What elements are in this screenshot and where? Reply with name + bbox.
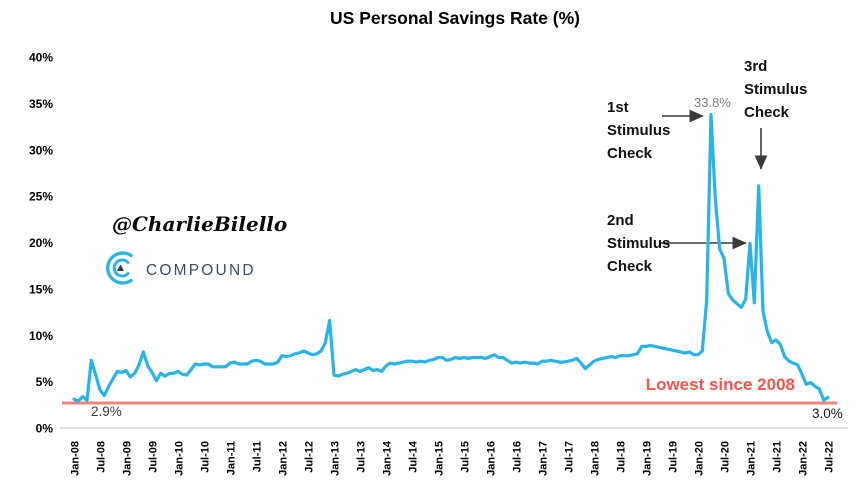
x-axis-label: Jul-20: [720, 441, 732, 473]
x-axis-label: Jan-15: [434, 441, 446, 476]
y-axis-label: 40%: [29, 51, 53, 65]
annotation-line: 3rd: [744, 58, 768, 75]
x-axis-label: Jul-13: [356, 441, 368, 473]
annotation-line: Check: [607, 145, 653, 162]
y-axis-label: 20%: [29, 236, 53, 250]
annotation-2nd-stimulus-check: 2nd Stimulus Check: [607, 209, 670, 278]
annotation-line: Stimulus: [607, 235, 671, 252]
x-axis-label: Jan-12: [278, 441, 290, 476]
x-axis-label: Jan-16: [486, 441, 498, 476]
x-axis-label: Jan-11: [226, 441, 238, 475]
start-value-label: 2.9%: [91, 404, 122, 419]
x-axis-label: Jul-17: [564, 441, 576, 473]
x-axis-label: Jul-21: [772, 441, 784, 473]
y-axis-label: 15%: [29, 282, 53, 296]
x-axis-label: Jan-21: [746, 441, 758, 476]
annotation-line: Stimulus: [607, 122, 671, 139]
x-axis-label: Jul-08: [96, 441, 108, 473]
annotation-line: Stimulus: [744, 81, 808, 98]
x-axis-label: Jan-20: [694, 441, 706, 476]
annotation-line: Check: [607, 258, 653, 275]
x-axis-label: Jul-11: [252, 441, 264, 472]
annotation-line: Check: [744, 104, 790, 121]
annotation-line: 1st: [607, 99, 629, 116]
x-axis-label: Jul-12: [304, 441, 316, 473]
x-axis-label: Jul-14: [408, 440, 420, 473]
x-axis-label: Jan-19: [642, 441, 654, 476]
x-axis-label: Jul-19: [668, 441, 680, 473]
compound-c-icon: [102, 248, 139, 293]
y-axis-label: 5%: [36, 375, 54, 389]
x-axis-label: Jul-09: [148, 441, 160, 473]
x-axis-label: Jan-13: [330, 441, 342, 476]
end-value-label: 3.0%: [812, 406, 843, 421]
compound-wordmark: COMPOUND: [146, 261, 256, 279]
peak-value-label: 33.8%: [694, 95, 731, 110]
x-axis-label: Jul-10: [200, 441, 212, 473]
compound-logo: COMPOUND: [102, 248, 256, 293]
annotation-3rd-stimulus-check: 3rd Stimulus Check: [744, 55, 807, 124]
y-axis-label: 35%: [29, 97, 53, 111]
annotation-line: 2nd: [607, 212, 634, 229]
x-axis-label: Jan-14: [382, 440, 394, 476]
x-axis-label: Jan-17: [538, 441, 550, 476]
x-axis-label: Jan-09: [122, 441, 134, 476]
y-axis-label: 10%: [29, 329, 53, 343]
y-axis-label: 30%: [29, 143, 53, 157]
x-axis-label: Jan-10: [174, 441, 186, 476]
x-axis-label: Jan-18: [590, 441, 602, 476]
annotation-1st-stimulus-check: 1st Stimulus Check: [607, 96, 670, 165]
y-axis-label: 25%: [29, 190, 53, 204]
x-axis-label: Jul-22: [824, 441, 836, 473]
savings-rate-line: [72, 112, 830, 403]
x-axis-label: Jan-22: [798, 441, 810, 476]
chart-title: US Personal Savings Rate (%): [330, 8, 580, 28]
x-axis-label: Jul-15: [460, 441, 472, 473]
lowest-since-2008-label: Lowest since 2008: [645, 375, 795, 394]
x-axis-label: Jan-08: [70, 441, 82, 476]
x-axis-label: Jul-18: [616, 441, 628, 473]
x-axis-label: Jul-16: [512, 441, 524, 473]
y-axis-label: 0%: [36, 422, 54, 436]
charlie-bilello-watermark: @CharlieBilello: [112, 212, 288, 236]
